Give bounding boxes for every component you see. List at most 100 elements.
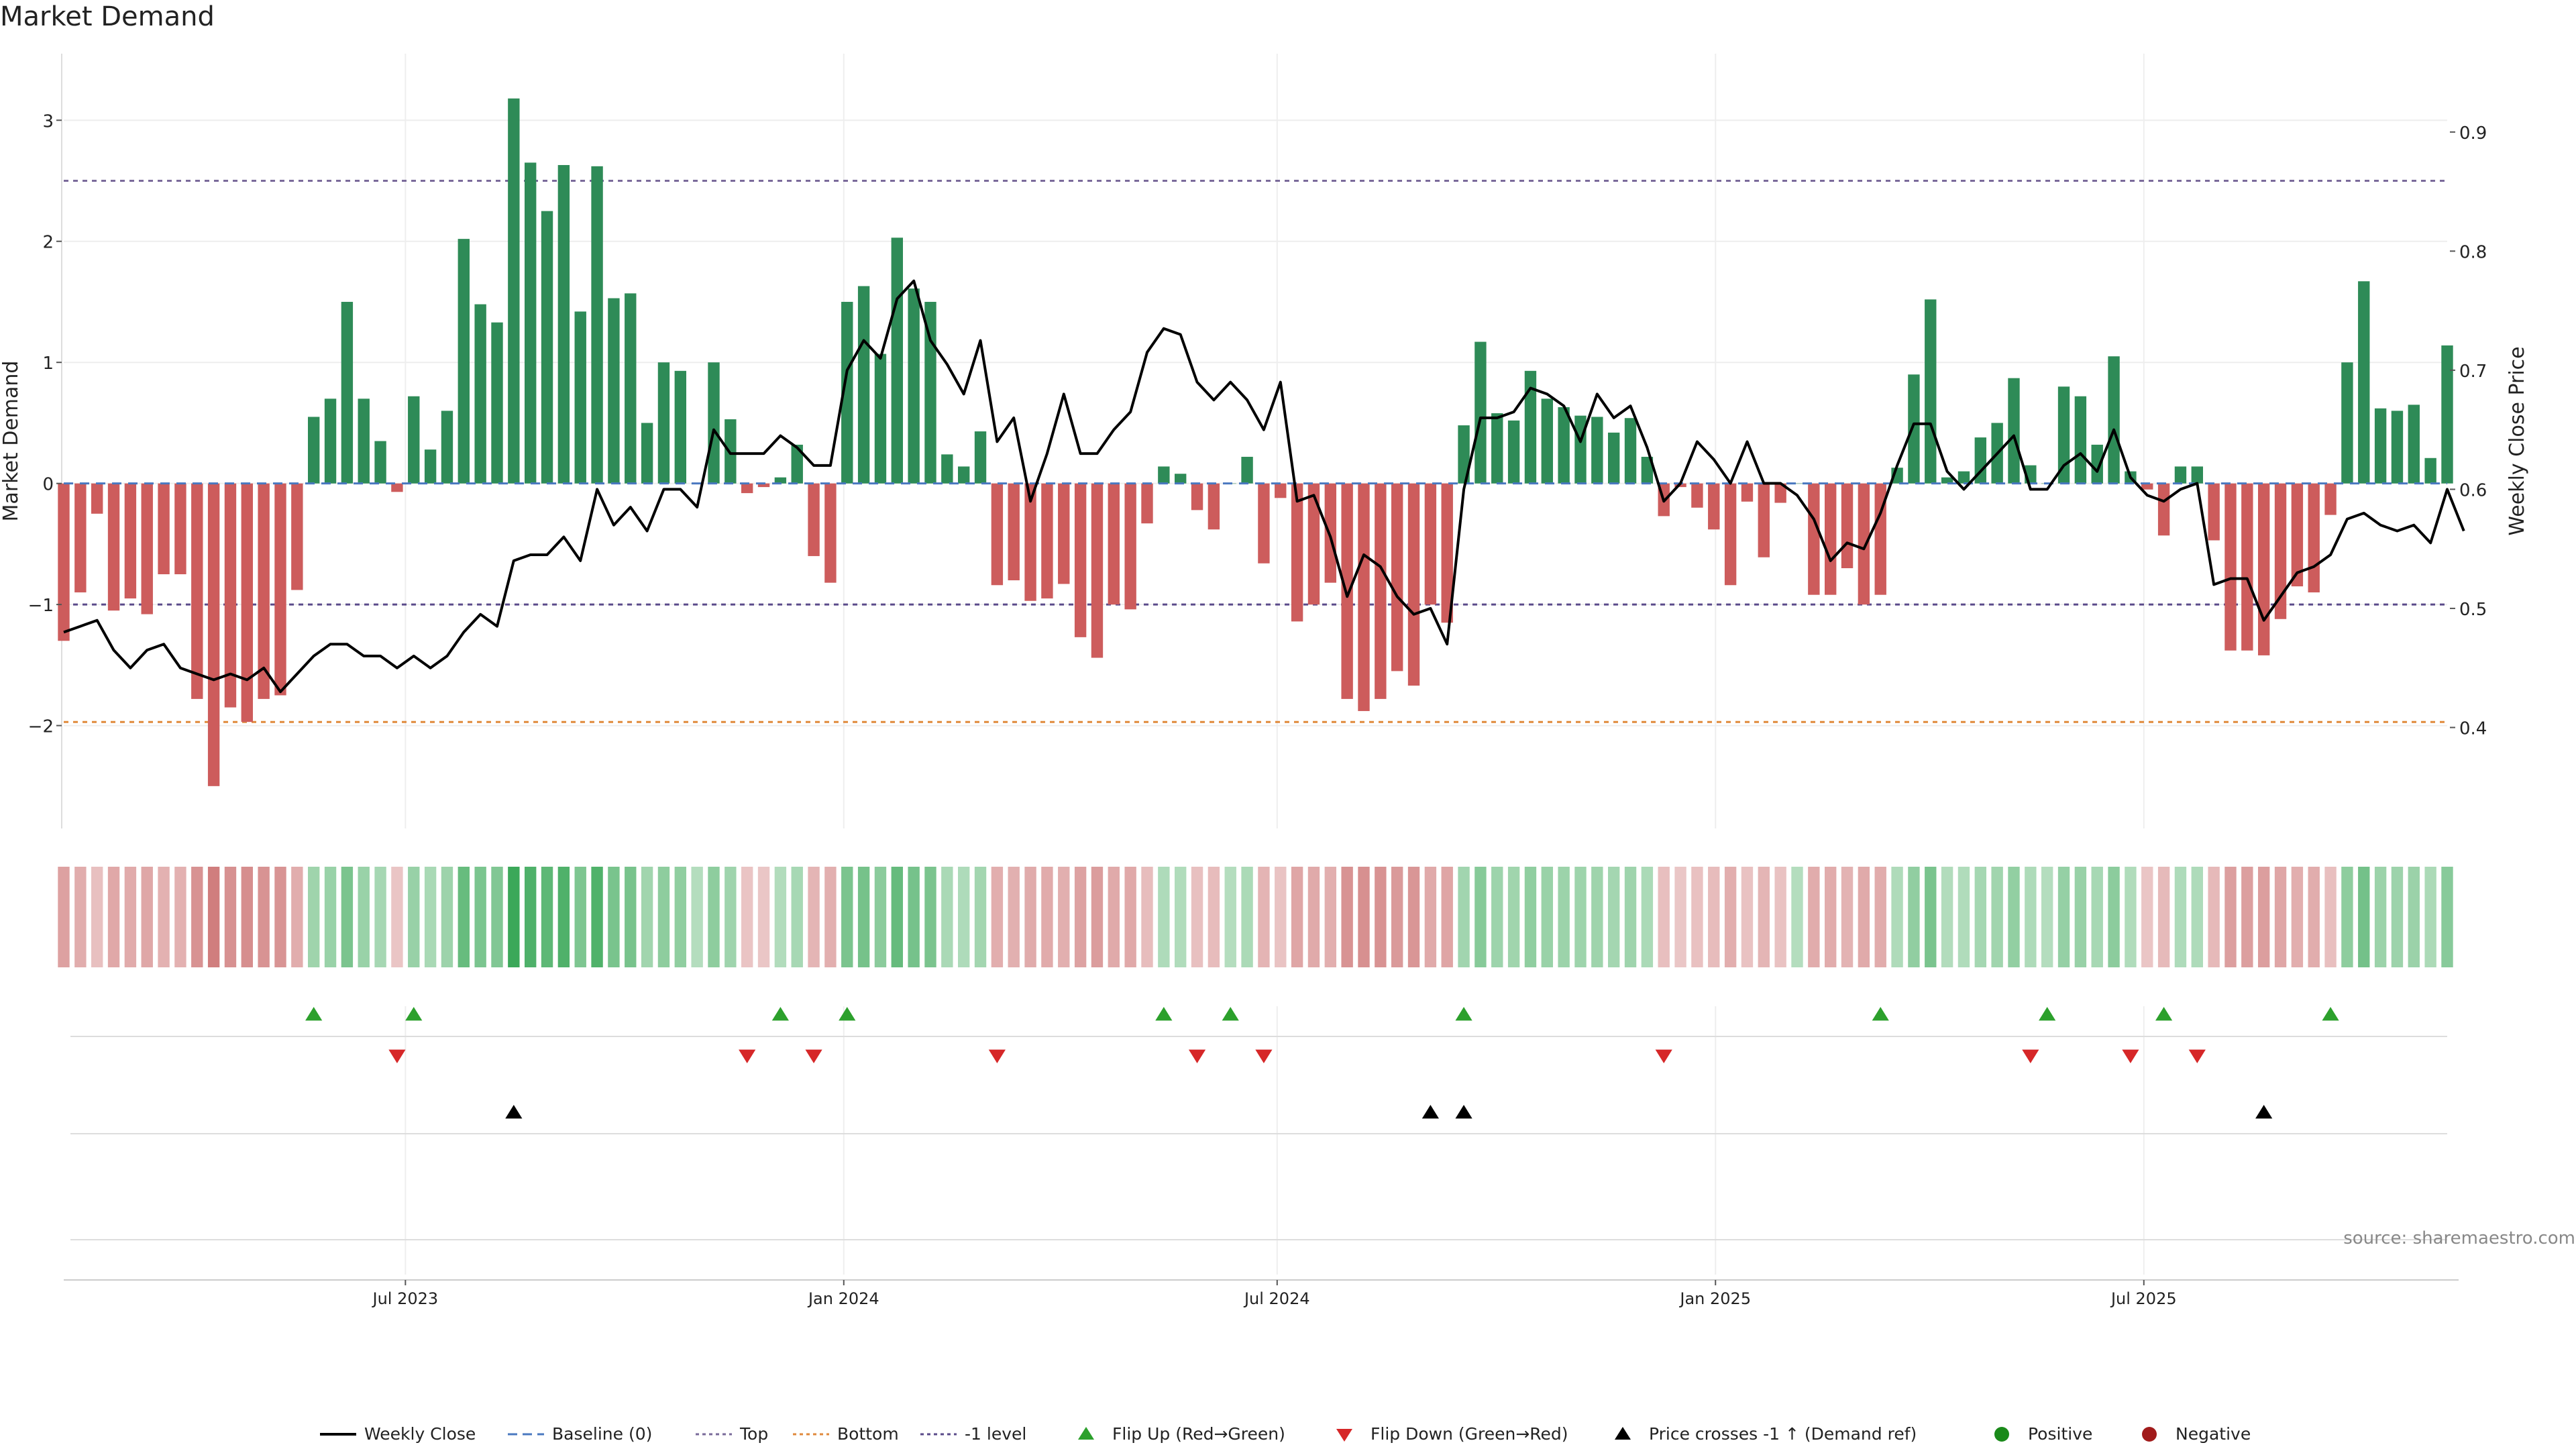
demand-bar [824, 483, 837, 583]
heat-cell [474, 867, 486, 967]
heat-cell [158, 867, 170, 967]
demand-bar [1391, 483, 1403, 672]
demand-bar [2441, 345, 2453, 484]
heat-cell [391, 867, 403, 967]
heat-cell [1058, 867, 1070, 967]
heat-cell [2291, 867, 2304, 967]
demand-bar [657, 362, 670, 484]
legend-label: Positive [2028, 1424, 2092, 1444]
demand-bar [2141, 483, 2153, 490]
heat-cell [124, 867, 137, 967]
heat-cell [874, 867, 887, 967]
heat-cell [891, 867, 904, 967]
heat-cell [608, 867, 620, 967]
heat-cell [1741, 867, 1754, 967]
y-right-tick-label: 0.5 [2459, 600, 2487, 620]
demand-bar [574, 311, 586, 484]
y-tick-label: −2 [28, 717, 54, 737]
demand-bar [374, 441, 386, 484]
demand-bar [341, 301, 354, 484]
heat-cell [1407, 867, 1420, 967]
heat-cell [2424, 867, 2436, 967]
heat-cell [2441, 867, 2453, 967]
demand-bar [1724, 483, 1737, 586]
demand-bar [1741, 483, 1754, 502]
demand-bar [2108, 356, 2120, 484]
demand-bar [2324, 483, 2337, 515]
heat-cell [1524, 867, 1537, 967]
legend: Weekly Close Baseline (0) Top Bottom -1 leve… [320, 1424, 2251, 1444]
price-cross-marker [1421, 1105, 1439, 1119]
heat-cell [1241, 867, 1253, 967]
demand-bar [241, 483, 254, 722]
heat-cell [741, 867, 753, 967]
demand-bar [408, 396, 420, 484]
demand-bar [158, 483, 170, 575]
flip-down-marker [1255, 1049, 1273, 1063]
heat-cell [91, 867, 103, 967]
x-tick-label: Jan 2025 [1678, 1289, 1751, 1308]
heat-cell [2208, 867, 2220, 967]
heat-cell [1174, 867, 1187, 967]
demand-bar [207, 483, 220, 786]
heat-cell [2408, 867, 2420, 967]
heat-cell [2241, 867, 2253, 967]
demand-bar [2224, 483, 2237, 651]
heat-cell [441, 867, 453, 967]
demand-bar [1074, 483, 1087, 637]
heat-cell [424, 867, 437, 967]
demand-bar [2091, 444, 2103, 484]
demand-bar [2174, 466, 2187, 484]
demand-bar [591, 166, 603, 484]
legend-label: Top [739, 1424, 768, 1444]
demand-bar [1607, 432, 1620, 484]
heat-cell [1925, 867, 1937, 967]
demand-bar [491, 322, 503, 484]
heat-cell [1091, 867, 1104, 967]
demand-bar [1108, 483, 1120, 605]
legend-label: Negative [2176, 1424, 2251, 1444]
heat-cell [991, 867, 1004, 967]
demand-bar [1941, 477, 1953, 484]
heat-cell [491, 867, 503, 967]
demand-bar [91, 483, 103, 514]
heat-cell [1191, 867, 1203, 967]
heat-cell [1724, 867, 1737, 967]
heat-cell [625, 867, 637, 967]
demand-bar [1124, 483, 1136, 610]
heat-cell [957, 867, 970, 967]
demand-bar [424, 449, 437, 484]
heat-cell [291, 867, 303, 967]
heat-cell [724, 867, 737, 967]
heat-cell [1674, 867, 1686, 967]
heat-cell [1941, 867, 1953, 967]
heat-cell [2391, 867, 2404, 967]
demand-bar [757, 483, 770, 488]
demand-bar [557, 165, 570, 484]
demand-bar [2241, 483, 2253, 651]
heat-cell [1424, 867, 1437, 967]
y-axis-title: Market Demand [0, 361, 23, 522]
heat-cell [1841, 867, 1854, 967]
heat-cell [1507, 867, 1520, 967]
heat-cell [808, 867, 820, 967]
demand-bar [1424, 483, 1437, 605]
heat-cell [1474, 867, 1487, 967]
demand-bar [2391, 411, 2404, 484]
heat-cell [74, 867, 87, 967]
demand-bar [1808, 483, 1820, 595]
demand-bar [1774, 483, 1786, 503]
heat-cell [374, 867, 386, 967]
demand-bar [1474, 341, 1487, 484]
demand-bar [1024, 483, 1036, 601]
heat-cell [791, 867, 803, 967]
heat-cell [2274, 867, 2287, 967]
heat-cell [1208, 867, 1220, 967]
heat-cell [1375, 867, 1387, 967]
demand-bar [124, 483, 137, 599]
heat-cell [857, 867, 870, 967]
heat-cell [691, 867, 703, 967]
demand-bar [2057, 386, 2070, 484]
heat-cell [1158, 867, 1170, 967]
